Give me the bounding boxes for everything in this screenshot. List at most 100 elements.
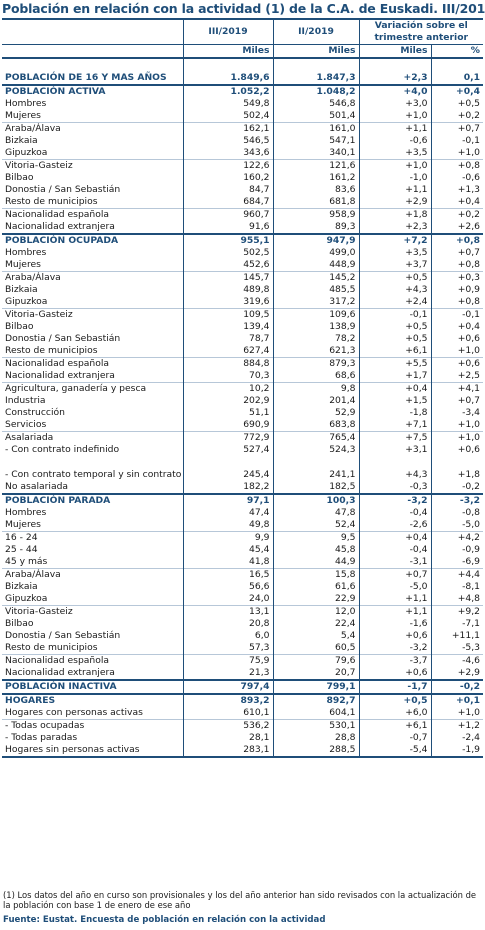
table-row: - Todas paradas 28,1 28,8 -0,7 -2,4 <box>2 732 484 744</box>
cell-variation-abs: +3,5 <box>358 247 431 259</box>
row-label: Industria <box>5 395 46 406</box>
table-row: Vitoria-Gasteiz 109,5 109,6 -0,1 -0,1 <box>2 308 484 321</box>
cell-variation-abs: +1,7 <box>358 370 431 383</box>
table-row: Servicios 690,9 683,8 +7,1 +1,0 <box>2 419 484 432</box>
cell-previous: 83,6 <box>272 184 359 196</box>
cell-variation-pct: +4,8 <box>430 593 484 606</box>
cell-current: 549,8 <box>182 98 273 110</box>
row-label: - Con contrato temporal y sin contrato <box>5 469 182 480</box>
cell-current: 49,8 <box>182 519 273 532</box>
cell-previous: 47,8 <box>272 507 359 519</box>
header-blank <box>2 18 183 45</box>
row-label: Hogares con personas activas <box>5 707 143 718</box>
cell-variation-abs: +0,5 <box>358 333 431 345</box>
cell-variation-abs: +3,5 <box>358 147 431 160</box>
row-label: Donostia / San Sebastián <box>5 333 121 344</box>
row-label: Mujeres <box>5 519 41 530</box>
cell-current: 84,7 <box>182 184 273 196</box>
cell-variation-pct: +1,0 <box>430 707 484 720</box>
cell-previous: 121,6 <box>272 159 359 172</box>
cell-variation-pct: +0,8 <box>430 259 484 272</box>
cell-variation-abs: -0,6 <box>358 135 431 147</box>
cell-previous: 530,1 <box>272 719 359 732</box>
cell-variation-abs: +6,0 <box>358 707 431 720</box>
cell-variation-abs: +1,1 <box>358 184 431 196</box>
cell-previous: 9,5 <box>272 531 359 544</box>
table-row: Araba/Álava 145,7 145,2 +0,5 +0,3 <box>2 271 484 284</box>
table-row: Nacionalidad extranjera 70,3 68,6 +1,7 +2,5 <box>2 370 484 383</box>
row-label: Resto de municipios <box>5 345 98 356</box>
table-row: Hogares con personas activas 610,1 604,1 +6… <box>2 707 484 720</box>
cell-previous: 5,4 <box>272 630 359 642</box>
cell-previous: 241,1 <box>272 456 359 481</box>
cell-current: 6,0 <box>182 630 273 642</box>
cell-current: 527,4 <box>182 444 273 456</box>
table-row: Gipuzkoa 343,6 340,1 +3,5 +1,0 <box>2 147 484 160</box>
cell-current: 51,1 <box>182 407 273 419</box>
table-row: 45 y más 41,8 44,9 -3,1 -6,9 <box>2 556 484 569</box>
cell-previous: 79,6 <box>272 654 359 667</box>
cell-variation-abs: +2,3 <box>358 58 431 85</box>
cell-previous: 9,8 <box>272 382 359 395</box>
row-label: Nacionalidad española <box>2 208 183 221</box>
cell-previous: 288,5 <box>272 744 359 758</box>
cell-variation-abs: +4,0 <box>358 84 431 98</box>
cell-current: 772,9 <box>182 431 273 444</box>
cell-current: 78,7 <box>182 333 273 345</box>
cell-variation-pct: -0,1 <box>430 308 484 321</box>
cell-variation-abs: +2,3 <box>358 221 431 234</box>
cell-previous: 161,2 <box>272 172 359 184</box>
table-row: POBLACIÓN INACTIVA 797,4 799,1 -1,7 -0,2 <box>2 679 484 694</box>
cell-variation-abs: -2,6 <box>358 519 431 532</box>
table-row: - Con contrato indefinido 527,4 524,3 +3,1 +… <box>2 444 484 456</box>
cell-variation-pct: +0,7 <box>430 395 484 407</box>
row-label: Donostia / San Sebastián <box>5 184 121 195</box>
cell-previous: 44,9 <box>272 556 359 569</box>
cell-variation-pct: +0,8 <box>430 159 484 172</box>
cell-current: 16,5 <box>182 568 273 581</box>
cell-variation-pct: +0,3 <box>430 271 484 284</box>
cell-previous: 485,5 <box>272 284 359 296</box>
cell-current: 245,4 <box>182 456 273 481</box>
cell-current: 1.052,2 <box>182 84 273 98</box>
cell-previous: 448,9 <box>272 259 359 272</box>
cell-previous: 138,9 <box>272 321 359 333</box>
row-label: Hombres <box>5 507 47 518</box>
cell-current: 145,7 <box>182 271 273 284</box>
cell-current: 47,4 <box>182 507 273 519</box>
table-row: Mujeres 49,8 52,4 -2,6 -5,0 <box>2 519 484 532</box>
cell-variation-abs: +3,7 <box>358 259 431 272</box>
row-label: 25 - 44 <box>5 544 38 555</box>
cell-variation-abs: +1,5 <box>358 395 431 407</box>
cell-previous: 1.048,2 <box>272 84 359 98</box>
table-row: Hombres 47,4 47,8 -0,4 -0,8 <box>2 507 484 519</box>
cell-variation-abs: +4,3 <box>358 284 431 296</box>
cell-current: 21,3 <box>182 667 273 680</box>
cell-previous: 683,8 <box>272 419 359 432</box>
row-label: - Todas paradas <box>5 732 78 743</box>
cell-variation-abs: +5,5 <box>358 357 431 370</box>
cell-variation-pct: +4,4 <box>430 568 484 581</box>
cell-previous: 100,3 <box>272 493 359 507</box>
cell-variation-abs: +0,5 <box>358 321 431 333</box>
cell-variation-abs: -3,2 <box>358 642 431 655</box>
cell-variation-pct: +0,4 <box>430 196 484 209</box>
table-row: - Todas ocupadas 536,2 530,1 +6,1 +1,2 <box>2 719 484 732</box>
row-label: Servicios <box>5 419 47 430</box>
cell-current: 610,1 <box>182 707 273 720</box>
table-row: Araba/Álava 16,5 15,8 +0,7 +4,4 <box>2 568 484 581</box>
table-row: Bizkaia 56,6 61,6 -5,0 -8,1 <box>2 581 484 593</box>
row-label: Bizkaia <box>5 284 38 295</box>
cell-previous: 52,9 <box>272 407 359 419</box>
row-label: POBLACIÓN ACTIVA <box>2 84 183 98</box>
cell-current: 283,1 <box>182 744 273 758</box>
table-row: Asalariada 772,9 765,4 +7,5 +1,0 <box>2 431 484 444</box>
table-row: Nacionalidad española 75,9 79,6 -3,7 -4,6 <box>2 654 484 667</box>
row-label: Mujeres <box>5 259 41 270</box>
cell-variation-abs: -1,0 <box>358 172 431 184</box>
cell-previous: 879,3 <box>272 357 359 370</box>
cell-current: 502,4 <box>182 110 273 123</box>
header-row: III/2019 II/2019 Variación sobre el trim… <box>2 18 484 45</box>
cell-variation-abs: +1,1 <box>358 605 431 618</box>
row-label: 45 y más <box>5 556 48 567</box>
